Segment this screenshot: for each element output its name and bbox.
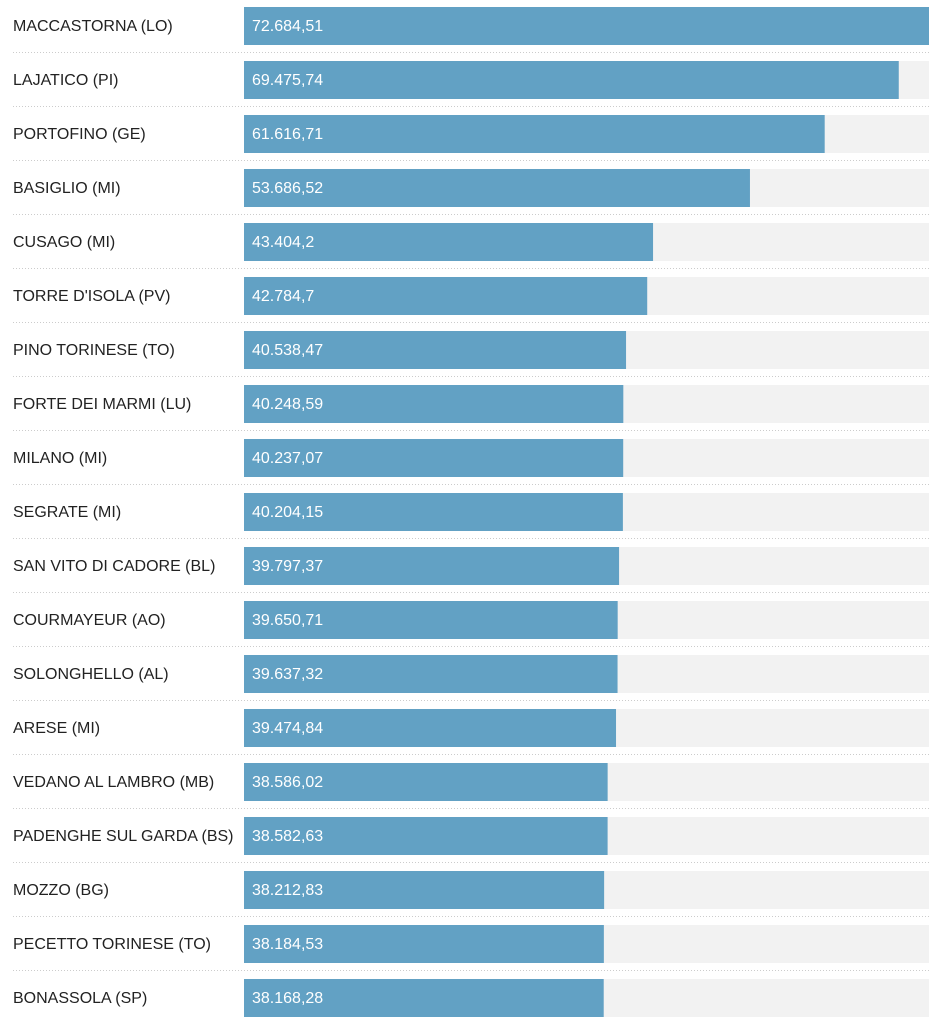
bar	[244, 439, 624, 477]
category-label: PORTOFINO (GE)	[13, 126, 146, 143]
category-label: COURMAYEUR (AO)	[13, 612, 166, 629]
category-label: FORTE DEI MARMI (LU)	[13, 396, 191, 413]
value-label: 38.586,02	[252, 774, 323, 791]
category-label: PADENGHE SUL GARDA (BS)	[13, 828, 234, 845]
value-label: 72.684,51	[252, 18, 323, 35]
value-label: 38.184,53	[252, 936, 323, 953]
category-label: TORRE D'ISOLA (PV)	[13, 288, 170, 305]
bar	[244, 601, 618, 639]
bar	[244, 979, 604, 1017]
category-label: MILANO (MI)	[13, 450, 107, 467]
bar	[244, 655, 618, 693]
bar	[244, 385, 624, 423]
category-label: PINO TORINESE (TO)	[13, 342, 175, 359]
value-label: 38.212,83	[252, 882, 323, 899]
category-label: MOZZO (BG)	[13, 882, 109, 899]
bar	[244, 871, 605, 909]
value-label: 69.475,74	[252, 72, 323, 89]
bar	[244, 925, 604, 963]
value-label: 61.616,71	[252, 126, 323, 143]
value-label: 40.204,15	[252, 504, 323, 521]
category-label: CUSAGO (MI)	[13, 234, 115, 251]
value-label: 39.797,37	[252, 558, 323, 575]
category-label: SOLONGHELLO (AL)	[13, 666, 169, 683]
value-label: 43.404,2	[252, 234, 314, 251]
bar	[244, 493, 623, 531]
category-label: MACCASTORNA (LO)	[13, 18, 173, 35]
value-label: 40.237,07	[252, 450, 323, 467]
bar	[244, 331, 627, 369]
category-label: LAJATICO (PI)	[13, 72, 119, 89]
category-label: ARESE (MI)	[13, 720, 100, 737]
bar	[244, 547, 620, 585]
bar	[244, 277, 648, 315]
category-label: SAN VITO DI CADORE (BL)	[13, 558, 215, 575]
bar	[244, 817, 608, 855]
bar	[244, 169, 750, 207]
bar	[244, 223, 654, 261]
value-label: 42.784,7	[252, 288, 314, 305]
category-label: SEGRATE (MI)	[13, 504, 121, 521]
bar	[244, 61, 899, 99]
category-label: VEDANO AL LAMBRO (MB)	[13, 774, 214, 791]
bar	[244, 709, 617, 747]
value-label: 53.686,52	[252, 180, 323, 197]
value-label: 38.168,28	[252, 990, 323, 1007]
category-label: BONASSOLA (SP)	[13, 990, 147, 1007]
value-label: 40.538,47	[252, 342, 323, 359]
bar	[244, 115, 825, 153]
category-label: BASIGLIO (MI)	[13, 180, 121, 197]
category-label: PECETTO TORINESE (TO)	[13, 936, 211, 953]
value-label: 39.650,71	[252, 612, 323, 629]
bar	[244, 763, 608, 801]
value-label: 38.582,63	[252, 828, 323, 845]
value-label: 40.248,59	[252, 396, 323, 413]
value-label: 39.637,32	[252, 666, 323, 683]
bar	[244, 7, 929, 45]
value-label: 39.474,84	[252, 720, 323, 737]
